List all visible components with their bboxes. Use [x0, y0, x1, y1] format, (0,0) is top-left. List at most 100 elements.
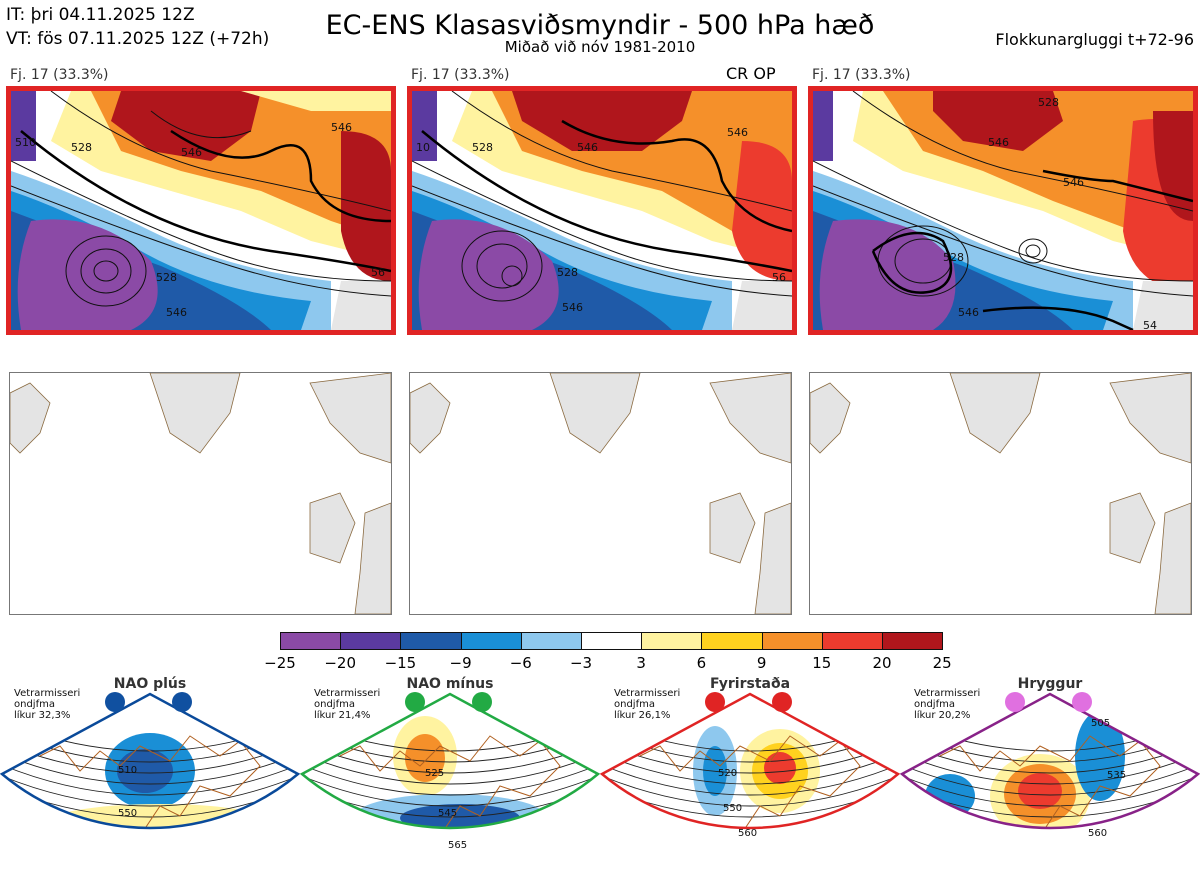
- regime-map: 505 535 560: [899, 692, 1200, 871]
- colorbar-tick-label: −20: [324, 654, 357, 672]
- contour-label: 520: [718, 768, 737, 779]
- regime-panel[interactable]: 510 550 NAO plús Vetrarmisseri ondjfma líkur …: [0, 676, 301, 871]
- colorbar-swatch: [821, 632, 883, 650]
- colorbar-swatch: [882, 632, 944, 650]
- regime-panel[interactable]: 505 535 560 Hryggur Vetrarmisseri ondjfma líku…: [899, 676, 1200, 871]
- panel-2-tag: CR OP: [726, 64, 776, 83]
- contour-label: 528: [71, 141, 92, 154]
- contour-label: 535: [1107, 770, 1126, 781]
- anomaly-area: [764, 752, 796, 784]
- contour-label: 546: [181, 146, 202, 159]
- empty-map-1[interactable]: [9, 372, 392, 615]
- regime-frame: [599, 692, 901, 830]
- empty-map-2[interactable]: [409, 372, 792, 615]
- colorbar-tick-label: 20: [872, 654, 892, 672]
- contour-label: 546: [958, 306, 979, 319]
- contour-label: 546: [988, 136, 1009, 149]
- colorbar-tick-label: −9: [449, 654, 472, 672]
- regime-dot-icon: [1005, 692, 1025, 712]
- contour-label: 510: [15, 136, 36, 149]
- contour-label: 546: [727, 126, 748, 139]
- contour-label: 546: [562, 301, 583, 314]
- regime-note-line: líkur 20,2%: [914, 710, 971, 721]
- height-contour: [602, 759, 898, 796]
- regime-note-line: ondjfma: [914, 699, 955, 710]
- colorbar-tick-label: 6: [696, 654, 707, 672]
- regime-title: Fyrirstaða: [709, 676, 791, 692]
- panel-2-label: Fj. 17 (33.3%): [411, 67, 510, 83]
- contour-label: 560: [738, 828, 757, 839]
- colorbar-tick-label: −25: [264, 654, 296, 672]
- coastline: [39, 735, 261, 828]
- height-contour: [302, 759, 598, 796]
- regime-title: Hryggur: [1017, 676, 1083, 692]
- contour-label: 56: [371, 266, 385, 279]
- height-contour: [2, 759, 298, 796]
- regime-title: NAO mínus: [406, 676, 494, 692]
- regime-panel[interactable]: 525 545 565 NAO mínus Vetrarmisseri ondjfma lí…: [299, 676, 601, 871]
- height-contour: [902, 770, 1198, 807]
- regime-dot-icon: [1072, 692, 1092, 712]
- cluster-map-1-field: 510 528 546 546 528 546 56: [11, 91, 391, 330]
- cluster-map-1[interactable]: 510 528 546 546 528 546 56: [6, 86, 396, 335]
- anomaly-area: [1016, 860, 1044, 871]
- regime-note-line: Vetrarmisseri: [14, 688, 81, 699]
- cluster-map-2[interactable]: 10 528 546 546 528 546 56: [407, 86, 797, 335]
- colorbar-swatch: [520, 632, 582, 650]
- contour-label: 56: [772, 271, 786, 284]
- regime-note-line: Vetrarmisseri: [914, 688, 981, 699]
- regime-title: NAO plús: [113, 676, 187, 692]
- contour-label: 565: [448, 840, 467, 851]
- height-contour: [2, 825, 298, 828]
- contour-label: 510: [118, 765, 137, 776]
- regime-note-line: líkur 21,4%: [314, 710, 371, 721]
- regime-note-line: líkur 32,3%: [14, 710, 71, 721]
- regime-dot-icon: [705, 692, 725, 712]
- contour-label: 525: [425, 768, 444, 779]
- regime-frame: [899, 692, 1200, 830]
- coastline: [639, 735, 861, 828]
- contour-label: 550: [118, 808, 137, 819]
- colorbar-swatch: [460, 632, 522, 650]
- contour-label: 528: [943, 251, 964, 264]
- contour-label: 546: [166, 306, 187, 319]
- panel-3-label: Fj. 17 (33.3%): [812, 67, 911, 83]
- anomaly-area: [40, 804, 280, 828]
- height-contour: [902, 748, 1198, 785]
- contour-label: 505: [1091, 718, 1110, 729]
- colorbar-swatch: [280, 632, 342, 650]
- regime-frame: [0, 692, 301, 830]
- height-contour: [602, 748, 898, 785]
- regime-note-line: ondjfma: [314, 699, 355, 710]
- height-contour: [302, 748, 598, 785]
- contour-label: 528: [557, 266, 578, 279]
- empty-map-3[interactable]: [809, 372, 1192, 615]
- regime-dot-icon: [472, 692, 492, 712]
- colorbar-swatch: [761, 632, 823, 650]
- regime-note-line: Vetrarmisseri: [314, 688, 381, 699]
- regime-dot-icon: [772, 692, 792, 712]
- colorbar-tick-label: 9: [756, 654, 767, 672]
- coastline: [939, 735, 1161, 828]
- height-contour: [902, 759, 1198, 796]
- colorbar-swatch: [701, 632, 763, 650]
- regime-map: 525 545 565: [299, 692, 601, 851]
- colorbar-swatch: [581, 632, 643, 650]
- cluster-map-3[interactable]: 528 546 546 528 546 54: [808, 86, 1198, 335]
- regime-note-line: ondjfma: [614, 699, 655, 710]
- classification-window-label: Flokkunargluggi t+72-96: [995, 30, 1194, 49]
- page-title: EC-ENS Klasasviðsmyndir - 500 hPa hæð: [325, 10, 875, 41]
- regime-note: Vetrarmisseri ondjfma líkur 26,1%: [614, 688, 680, 721]
- empty-map-3-land: [810, 373, 1191, 614]
- cluster-map-3-field: 528 546 546 528 546 54: [813, 91, 1193, 330]
- height-contour: [602, 770, 898, 807]
- contour-label: 10: [416, 141, 430, 154]
- panel-1-label: Fj. 17 (33.3%): [10, 67, 109, 83]
- contour-label: 546: [1063, 176, 1084, 189]
- colorbar-tick-label: −15: [384, 654, 417, 672]
- coastline: [339, 735, 561, 828]
- colorbar-tick-label: −6: [509, 654, 532, 672]
- regime-panel[interactable]: 520 550 560 Fyrirstaða Vetrarmisseri ondjfma l…: [599, 676, 901, 871]
- contour-label: 545: [438, 808, 457, 819]
- regime-note-line: líkur 26,1%: [614, 710, 671, 721]
